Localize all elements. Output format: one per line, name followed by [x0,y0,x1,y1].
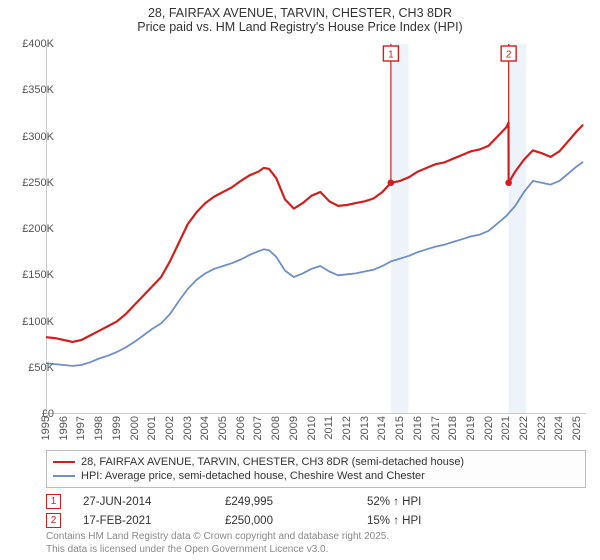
y-axis-label: £250K [10,177,54,189]
x-axis-label: 2010 [306,416,318,440]
chart-titles: 28, FAIRFAX AVENUE, TARVIN, CHESTER, CH3… [0,0,600,34]
sale-price: £250,000 [225,515,345,527]
x-axis-label: 2022 [518,416,530,440]
x-axis-label: 2004 [199,416,211,440]
y-axis-label: £100K [10,316,54,328]
chart-area: 12 [46,44,586,414]
footer-line: This data is licensed under the Open Gov… [46,544,586,557]
y-axis-label: £350K [10,84,54,96]
x-axis-label: 1999 [111,416,123,440]
x-axis-label: 2011 [323,416,335,440]
sale-marker-icon: 2 [46,513,61,528]
sale-marker-icon: 1 [46,494,61,509]
x-axis-label: 2014 [376,416,388,440]
y-axis-label: £50K [10,362,54,374]
x-axis-label: 1998 [93,416,105,440]
x-axis-label: 2021 [500,416,512,440]
legend-swatch-price [53,461,75,463]
legend-row: 28, FAIRFAX AVENUE, TARVIN, CHESTER, CH3… [53,455,579,469]
legend-swatch-hpi [53,475,75,477]
title-subtitle: Price paid vs. HM Land Registry's House … [0,20,600,34]
x-axis-label: 2016 [412,416,424,440]
y-axis-label: £300K [10,131,54,143]
x-axis-label: 2019 [465,416,477,440]
sale-row: 1 27-JUN-2014 £249,995 52% ↑ HPI [46,492,586,511]
x-axis-label: 2003 [182,416,194,440]
y-axis-label: £200K [10,223,54,235]
sale-price: £249,995 [225,496,345,508]
svg-text:1: 1 [388,50,394,61]
footer-line: Contains HM Land Registry data © Crown c… [46,531,586,544]
x-axis-label: 2001 [146,416,158,440]
x-axis-label: 1997 [75,416,87,440]
x-axis-label: 2008 [270,416,282,440]
x-axis-label: 2009 [288,416,300,440]
line-chart-svg: 12 [46,44,586,414]
sale-date: 27-JUN-2014 [83,496,203,508]
legend-box: 28, FAIRFAX AVENUE, TARVIN, CHESTER, CH3… [46,450,586,488]
x-axis-label: 1996 [58,416,70,440]
sale-date: 17-FEB-2021 [83,515,203,527]
sale-delta: 52% ↑ HPI [367,496,586,508]
title-address: 28, FAIRFAX AVENUE, TARVIN, CHESTER, CH3… [0,6,600,20]
x-axis-label: 2017 [430,416,442,440]
x-axis-label: 2025 [571,416,583,440]
chart-container: 28, FAIRFAX AVENUE, TARVIN, CHESTER, CH3… [0,0,600,560]
x-axis-label: 2002 [164,416,176,440]
sale-events: 1 27-JUN-2014 £249,995 52% ↑ HPI 2 17-FE… [46,492,586,530]
x-axis-label: 2015 [394,416,406,440]
x-axis-label: 2020 [483,416,495,440]
x-axis-label: 2013 [359,416,371,440]
x-axis-label: 2024 [553,416,565,440]
sale-row: 2 17-FEB-2021 £250,000 15% ↑ HPI [46,511,586,530]
x-axis-label: 2005 [217,416,229,440]
legend-label: 28, FAIRFAX AVENUE, TARVIN, CHESTER, CH3… [81,456,464,468]
svg-text:2: 2 [506,50,512,61]
x-axis-label: 1995 [40,416,52,440]
legend-label: HPI: Average price, semi-detached house,… [81,470,425,482]
x-axis-label: 2012 [341,416,353,440]
x-axis-label: 2023 [536,416,548,440]
x-axis-label: 2006 [235,416,247,440]
footer-attribution: Contains HM Land Registry data © Crown c… [46,531,586,556]
x-axis-label: 2007 [252,416,264,440]
sale-delta: 15% ↑ HPI [367,515,586,527]
y-axis-label: £400K [10,38,54,50]
x-axis-label: 2018 [447,416,459,440]
x-axis-label: 2000 [129,416,141,440]
legend-row: HPI: Average price, semi-detached house,… [53,469,579,483]
y-axis-label: £150K [10,269,54,281]
